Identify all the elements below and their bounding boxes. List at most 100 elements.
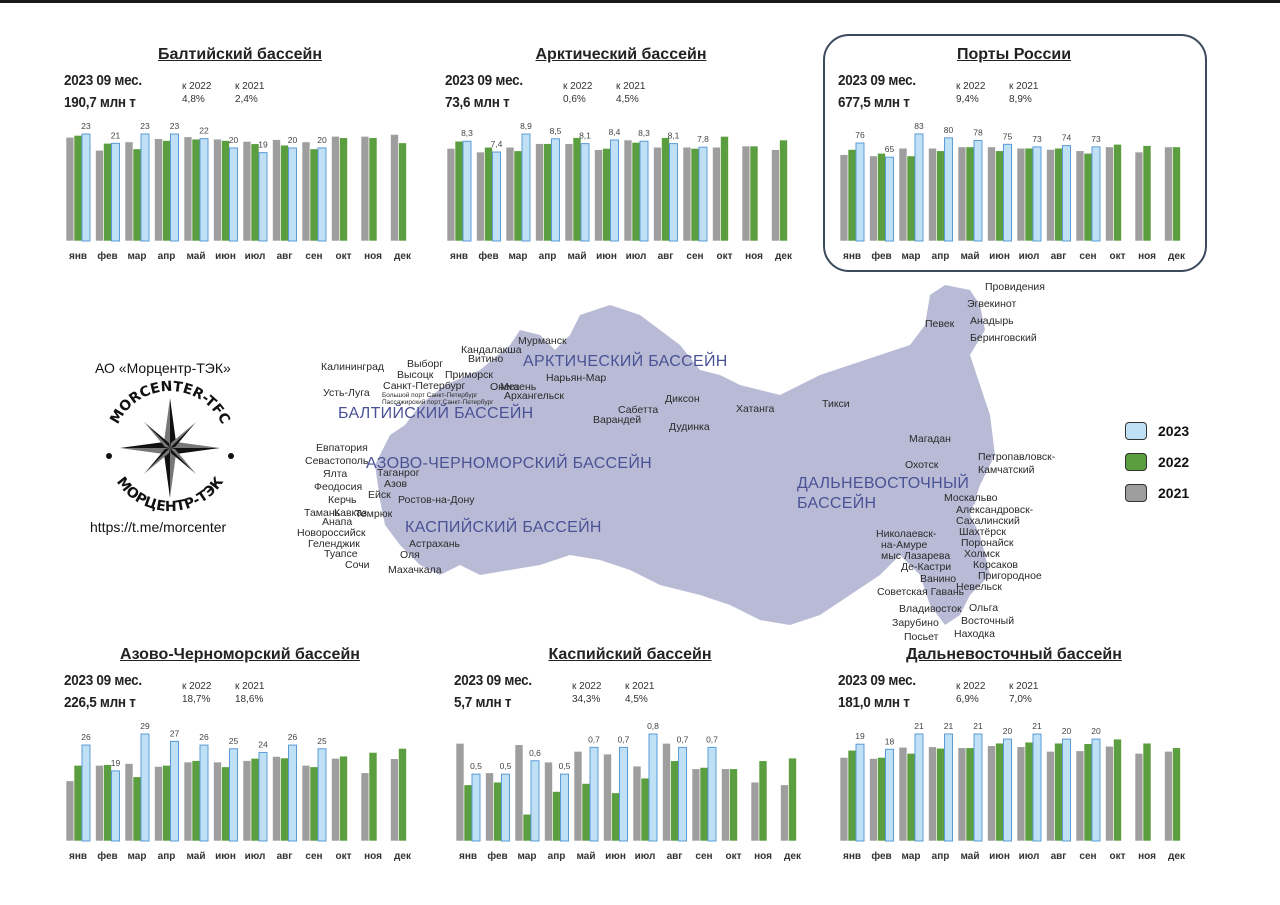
comparison-2021: к 2021 8,9% xyxy=(1009,80,1038,106)
data-label: 0,7 xyxy=(588,734,600,744)
bar-2022 xyxy=(1172,747,1181,842)
data-label: 21 xyxy=(914,721,924,731)
bar-2023 xyxy=(229,748,238,842)
comparison-value: 9,4% xyxy=(956,94,979,105)
city-label: Азов xyxy=(384,478,408,490)
data-label: 19 xyxy=(258,140,268,150)
data-label: 26 xyxy=(81,732,91,742)
x-tick-label: янв xyxy=(450,251,468,262)
comparison-2021: к 2021 7,0% xyxy=(1009,680,1038,706)
bar-2021 xyxy=(213,761,222,842)
city-label: Ростов-на-Дону xyxy=(398,494,475,506)
bar-2022 xyxy=(936,747,945,842)
bar-2023 xyxy=(501,773,510,842)
x-tick-label: сен xyxy=(1079,851,1096,862)
comparison-label: к 2022 xyxy=(572,681,602,692)
x-tick-label: мар xyxy=(128,251,147,262)
bar-2021 xyxy=(183,136,193,242)
bar-2023 xyxy=(81,133,91,242)
comparison-2021: к 2021 4,5% xyxy=(616,80,645,106)
data-label: 73 xyxy=(1032,134,1042,144)
bar-2021 xyxy=(682,146,692,242)
bar-2021 xyxy=(632,765,642,842)
city-label: Нарьян-Мар xyxy=(546,372,607,384)
bar-2021 xyxy=(154,766,163,842)
data-label: 7,4 xyxy=(491,139,503,149)
bar-2021 xyxy=(242,760,252,842)
x-tick-label: фев xyxy=(97,250,117,262)
city-label: Витино xyxy=(468,353,504,365)
bar-2023 xyxy=(111,142,120,242)
comparison-value: 34,3% xyxy=(572,694,601,705)
bar-2021 xyxy=(95,149,104,242)
bar-2021 xyxy=(1075,150,1085,242)
city-label: Шахтёрск xyxy=(959,526,1006,538)
legend-swatch xyxy=(1125,422,1147,440)
bar-2023 xyxy=(229,147,238,242)
comparison-2022: к 2022 0,6% xyxy=(563,80,592,106)
x-tick-label: ноя xyxy=(364,851,382,862)
bar-2022 xyxy=(543,143,552,242)
data-label: 75 xyxy=(1003,131,1013,141)
data-label: 26 xyxy=(288,732,298,742)
bar-2022 xyxy=(132,148,142,242)
city-label: Советская Гавань xyxy=(877,586,965,598)
bar-2022 xyxy=(368,752,378,842)
telegram-link[interactable]: https://t.me/morcenter xyxy=(90,519,227,535)
bar-2021 xyxy=(1016,746,1026,842)
comparison-2022: к 2022 34,3% xyxy=(572,680,601,706)
bar-2021 xyxy=(898,147,908,242)
comparison-value: 7,0% xyxy=(1009,694,1032,705)
bar-2022 xyxy=(965,146,975,242)
city-label: Москальво xyxy=(944,492,998,504)
city-label: Де-Кастри xyxy=(901,561,952,573)
chart-title: Порты России xyxy=(956,46,1072,63)
x-tick-label: дек xyxy=(394,851,412,862)
legend-item-2021: 2021 xyxy=(1125,482,1225,506)
x-tick-label: дек xyxy=(1168,851,1186,862)
comparison-value: 18,7% xyxy=(182,694,211,705)
comparison-2021: к 2021 18,6% xyxy=(235,680,264,706)
bar-2022 xyxy=(132,776,142,842)
bar-2022 xyxy=(339,755,348,842)
comparison-value: 4,8% xyxy=(182,94,205,105)
comparison-value: 6,9% xyxy=(956,694,979,705)
bar-2022 xyxy=(463,784,473,842)
city-label: Новороссийск xyxy=(297,527,366,539)
x-tick-label: июн xyxy=(215,251,236,262)
legend-item-2022: 2022 xyxy=(1125,451,1225,475)
x-tick-label: июл xyxy=(635,851,656,862)
x-tick-label: фев xyxy=(478,250,498,262)
x-tick-label: сен xyxy=(695,851,712,862)
city-label: Николаевск- xyxy=(876,528,937,540)
city-label: Тамань xyxy=(304,507,341,519)
chart-total: 226,5 млн т xyxy=(64,694,136,711)
city-label: Ялта xyxy=(323,468,348,480)
bar-2022 xyxy=(995,742,1004,842)
data-label: 74 xyxy=(1062,133,1072,143)
x-tick-label: дек xyxy=(784,851,802,862)
data-label: 22 xyxy=(199,126,209,136)
bar-2023 xyxy=(855,142,865,242)
comparison-value: 8,9% xyxy=(1009,94,1032,105)
city-label: Владивосток xyxy=(899,603,962,615)
bar-2021 xyxy=(154,138,163,242)
data-label: 8,3 xyxy=(638,128,650,138)
x-tick-label: мар xyxy=(518,851,537,862)
basin-label-arctic: АРКТИЧЕСКИЙ БАССЕЙН xyxy=(523,353,728,370)
bar-2023 xyxy=(1032,733,1042,842)
x-tick-label: янв xyxy=(459,851,477,862)
bar-2023 xyxy=(551,138,560,242)
city-label: Геленджик xyxy=(308,538,360,550)
bar-2023 xyxy=(973,733,983,842)
data-label: 0,7 xyxy=(618,734,630,744)
x-tick-label: июл xyxy=(1019,251,1040,262)
bar-2021 xyxy=(750,781,760,842)
comparison-2022: к 2022 6,9% xyxy=(956,680,985,706)
bar-2021 xyxy=(839,154,849,242)
bar-2021 xyxy=(603,753,612,842)
data-label: 25 xyxy=(317,736,327,746)
bar-2023 xyxy=(530,760,540,842)
bar-2021 xyxy=(1046,149,1055,242)
bar-2021 xyxy=(741,145,751,242)
